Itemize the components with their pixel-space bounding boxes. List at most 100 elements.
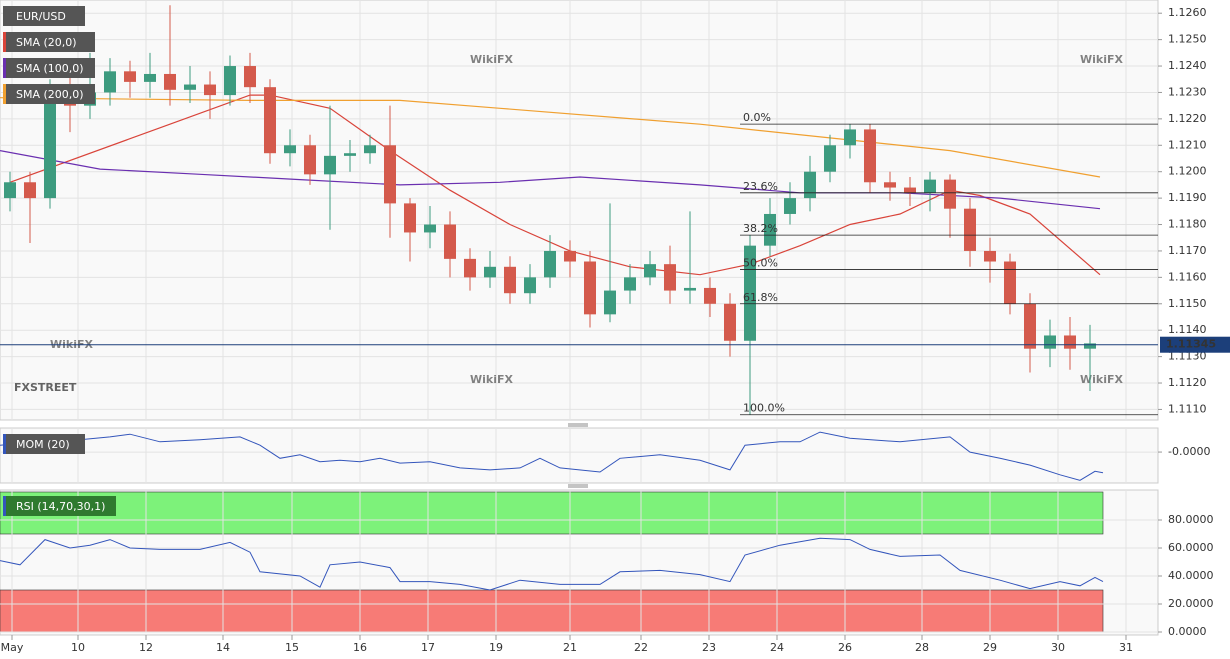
candle-body bbox=[424, 224, 436, 233]
legend-label: SMA (100,0) bbox=[16, 62, 84, 75]
candle-body bbox=[224, 66, 236, 96]
y-tick-label: 1.1250 bbox=[1168, 33, 1207, 46]
candle-body bbox=[104, 71, 116, 93]
candle-body bbox=[324, 155, 336, 175]
candle-body bbox=[164, 73, 176, 90]
candle-body bbox=[944, 179, 956, 209]
candle-body bbox=[1004, 261, 1016, 304]
splitter[interactable] bbox=[568, 484, 588, 488]
candle-body bbox=[184, 84, 196, 90]
x-tick-label: 22 bbox=[634, 641, 648, 654]
candle-body bbox=[524, 277, 536, 294]
indicator-line bbox=[0, 537, 1104, 591]
candle-body bbox=[804, 171, 816, 199]
legend-box bbox=[3, 434, 85, 454]
candle-body bbox=[904, 187, 916, 193]
logo: FXSTREET bbox=[14, 381, 77, 394]
candle-body bbox=[604, 290, 616, 315]
candle-body bbox=[364, 145, 376, 154]
y-tick-label: 1.1190 bbox=[1168, 191, 1207, 204]
watermark: WikiFX bbox=[1080, 373, 1124, 386]
indicator-line bbox=[0, 431, 1104, 481]
y-tick-label: 1.1240 bbox=[1168, 59, 1207, 72]
legend-label: SMA (200,0) bbox=[16, 88, 84, 101]
legend-box bbox=[3, 6, 85, 26]
y-tick-label: 80.0000 bbox=[1168, 513, 1214, 526]
x-tick-label: 16 bbox=[353, 641, 367, 654]
candle-body bbox=[24, 182, 36, 199]
y-tick-label: 1.1110 bbox=[1168, 402, 1207, 415]
candle-body bbox=[884, 182, 896, 188]
legend-box bbox=[3, 496, 116, 516]
y-tick-label: 1.1170 bbox=[1168, 244, 1207, 257]
fib-label: 38.2% bbox=[743, 222, 778, 235]
candle-body bbox=[44, 97, 56, 199]
watermark: WikiFX bbox=[470, 53, 514, 66]
y-tick-label: 1.1120 bbox=[1168, 376, 1207, 389]
candle-body bbox=[764, 213, 776, 246]
splitter[interactable] bbox=[568, 423, 588, 427]
mom-panel bbox=[0, 427, 1159, 484]
candle-body bbox=[404, 203, 416, 233]
candle-body bbox=[344, 153, 356, 156]
y-tick-label: 1.1150 bbox=[1168, 297, 1207, 310]
last-price-tag bbox=[1160, 336, 1230, 353]
candle-body bbox=[4, 182, 16, 199]
x-tick-label: 28 bbox=[915, 641, 929, 654]
candle-body bbox=[124, 71, 136, 82]
candle-body bbox=[924, 179, 936, 193]
legend-swatch bbox=[3, 32, 6, 52]
legend-label: EUR/USD bbox=[16, 10, 66, 23]
candle-body bbox=[964, 208, 976, 251]
candle-body bbox=[864, 129, 876, 183]
x-tick-label: 21 bbox=[563, 641, 577, 654]
y-tick-label: 1.1130 bbox=[1168, 350, 1207, 363]
x-tick-label: 29 bbox=[983, 641, 997, 654]
legend-box bbox=[3, 84, 95, 104]
y-tick-label: 1.1230 bbox=[1168, 85, 1207, 98]
x-tick-label: 26 bbox=[838, 641, 852, 654]
rsi-zone bbox=[0, 589, 1104, 633]
candle-body bbox=[724, 303, 736, 341]
candle-body bbox=[824, 145, 836, 172]
candle-body bbox=[284, 145, 296, 154]
x-tick-label: 15 bbox=[285, 641, 299, 654]
x-tick-label: 24 bbox=[770, 641, 784, 654]
candle-body bbox=[504, 266, 516, 294]
candle-body bbox=[1064, 335, 1076, 349]
x-tick-label: 10 bbox=[71, 641, 85, 654]
fib-label: 50.0% bbox=[743, 256, 778, 269]
watermark: WikiFX bbox=[470, 373, 514, 386]
fib-label: 61.8% bbox=[743, 291, 778, 304]
last-price-label: 1.11345 bbox=[1166, 338, 1216, 351]
x-tick-label: 30 bbox=[1051, 641, 1065, 654]
y-tick-label: 1.1160 bbox=[1168, 270, 1207, 283]
candle-body bbox=[1084, 343, 1096, 349]
y-tick-label: 0.0000 bbox=[1168, 625, 1207, 638]
candle-body bbox=[544, 250, 556, 278]
x-tick-label: 17 bbox=[421, 641, 435, 654]
y-tick-label: 1.1200 bbox=[1168, 165, 1207, 178]
x-tick-label: 23 bbox=[702, 641, 716, 654]
legend-swatch bbox=[3, 434, 6, 454]
y-tick-label: 20.0000 bbox=[1168, 597, 1214, 610]
candle-body bbox=[484, 266, 496, 278]
candle-body bbox=[244, 66, 256, 88]
y-tick-label: 1.1210 bbox=[1168, 138, 1207, 151]
y-tick-label: 1.1220 bbox=[1168, 112, 1207, 125]
fib-label: 23.6% bbox=[743, 180, 778, 193]
y-tick-label: 1.1180 bbox=[1168, 218, 1207, 231]
candle-body bbox=[624, 277, 636, 291]
candle-body bbox=[264, 87, 276, 154]
legend-label: SMA (20,0) bbox=[16, 36, 77, 49]
y-tick-label: 40.0000 bbox=[1168, 569, 1214, 582]
candle-body bbox=[984, 250, 996, 262]
y-tick-label: 1.1140 bbox=[1168, 323, 1207, 336]
x-tick-label: 19 bbox=[489, 641, 503, 654]
legend-item: SMA (100,0) bbox=[3, 58, 95, 78]
legend-item: SMA (20,0) bbox=[3, 32, 95, 52]
y-tick-label: 1.1260 bbox=[1168, 6, 1207, 19]
legend-swatch bbox=[3, 84, 6, 104]
candle-body bbox=[204, 84, 216, 96]
